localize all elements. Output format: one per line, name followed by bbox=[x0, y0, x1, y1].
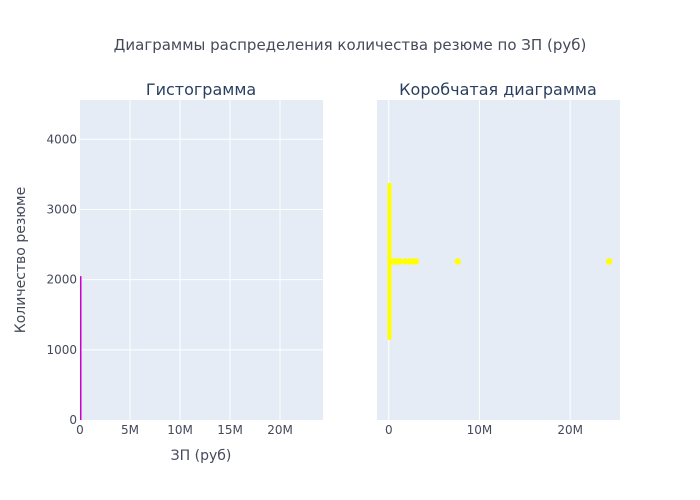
histogram-y-tick-label: 3000 bbox=[46, 202, 77, 216]
histogram-y-tick-label: 4000 bbox=[46, 132, 77, 146]
histogram-x-tick-label: 20M bbox=[267, 423, 293, 437]
chart-title: Диаграммы распределения количества резюм… bbox=[114, 36, 587, 54]
histogram-gridlines bbox=[80, 100, 323, 420]
box-x-tick-label: 10M bbox=[467, 423, 493, 437]
histogram-x-tick-label: 15M bbox=[217, 423, 243, 437]
box-outlier-point bbox=[401, 258, 409, 265]
histogram-y-ticks: 0 1000 2000 3000 4000 bbox=[46, 132, 77, 427]
histogram-x-tick-label: 5M bbox=[121, 423, 139, 437]
box-panel: 0 10M 20M Коробчатая диаграмма bbox=[377, 80, 620, 437]
box-outlier-point bbox=[396, 258, 403, 265]
histogram-panel: 0 1000 2000 3000 4000 0 5M 10M 15M 20M Гистограм… bbox=[13, 80, 323, 464]
histogram-x-tick-label: 0 bbox=[76, 423, 84, 437]
box-x-ticks: 0 10M 20M bbox=[385, 423, 583, 437]
histogram-bars bbox=[80, 276, 82, 420]
box-x-tick-label: 0 bbox=[385, 423, 393, 437]
histogram-y-label: Количество резюме bbox=[13, 187, 29, 333]
histogram-y-tick-label: 1000 bbox=[46, 343, 77, 357]
box-outlier-point bbox=[605, 258, 613, 265]
box-subtitle: Коробчатая диаграмма bbox=[399, 80, 597, 99]
histogram-y-tick-label: 0 bbox=[69, 413, 77, 427]
box-outlier-point bbox=[412, 258, 420, 265]
histogram-plot-area bbox=[80, 100, 323, 420]
histogram-x-tick-label: 10M bbox=[167, 423, 193, 437]
box-plot bbox=[387, 183, 613, 340]
histogram-y-tick-label: 2000 bbox=[46, 273, 77, 287]
box-x-tick-label: 20M bbox=[557, 423, 583, 437]
histogram-x-label: ЗП (руб) bbox=[171, 448, 232, 464]
box-outlier-point bbox=[454, 258, 461, 265]
histogram-x-ticks: 0 5M 10M 15M 20M bbox=[76, 423, 293, 437]
histogram-bar bbox=[80, 276, 82, 420]
histogram-subtitle: Гистограмма bbox=[146, 80, 256, 99]
